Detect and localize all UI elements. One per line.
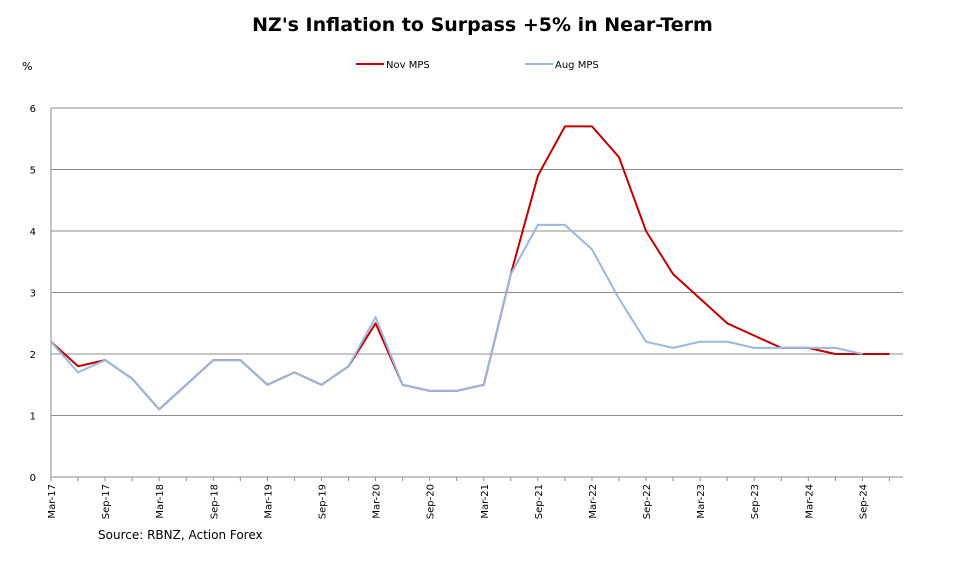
chart-title: NZ's Inflation to Surpass +5% in Near-Te… bbox=[252, 14, 713, 36]
x-tick-label: Sep-22 bbox=[642, 484, 653, 519]
x-tick-label: Sep-20 bbox=[426, 484, 437, 519]
series-line-aug-mps bbox=[50, 223, 863, 411]
x-tick-label: Mar-20 bbox=[372, 484, 383, 519]
y-tick-label: 0 bbox=[30, 473, 36, 484]
x-tick-label: Sep-21 bbox=[534, 484, 545, 519]
y-tick-label: 6 bbox=[30, 104, 36, 115]
legend-label: Aug MPS bbox=[555, 60, 599, 71]
source-note: Source: RBNZ, Action Forex bbox=[98, 528, 263, 542]
x-tick-label: Mar-23 bbox=[696, 484, 707, 519]
x-tick-label: Sep-19 bbox=[317, 484, 328, 519]
y-tick-label: 3 bbox=[30, 289, 36, 300]
x-tick-label: Sep-24 bbox=[858, 484, 869, 519]
x-tick-label: Mar-19 bbox=[263, 484, 274, 519]
y-tick-label: 2 bbox=[30, 350, 36, 361]
legend-label: Nov MPS bbox=[386, 60, 430, 71]
x-tick-label: Mar-18 bbox=[155, 484, 166, 519]
x-tick-label: Sep-18 bbox=[209, 484, 220, 519]
y-tick-label: 5 bbox=[30, 166, 36, 177]
x-tick-label: Mar-17 bbox=[47, 484, 58, 519]
y-tick-label: 4 bbox=[30, 227, 36, 238]
series-line-nov-mps bbox=[50, 125, 890, 411]
y-axis-unit-label: % bbox=[22, 60, 33, 73]
x-tick-label: Mar-24 bbox=[804, 484, 815, 519]
x-tick-label: Mar-22 bbox=[588, 484, 599, 519]
x-tick-label: Mar-21 bbox=[480, 484, 491, 519]
x-tick-label: Sep-17 bbox=[101, 484, 112, 519]
y-tick-label: 1 bbox=[30, 412, 36, 423]
x-tick-label: Sep-23 bbox=[750, 484, 761, 519]
